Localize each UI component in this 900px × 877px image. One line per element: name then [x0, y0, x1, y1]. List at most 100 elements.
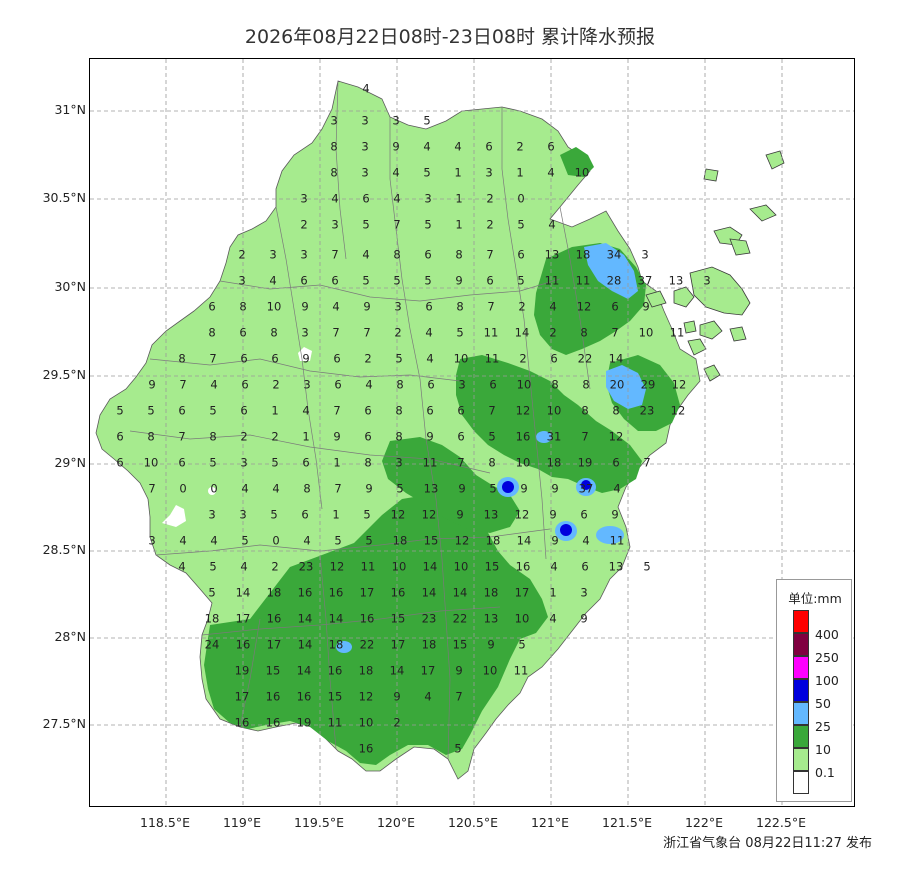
issuer-footer: 浙江省气象台 08月22日11:27 发布 — [663, 836, 872, 851]
station-value: 19 — [235, 664, 250, 678]
station-value: 18 — [547, 456, 562, 470]
station-value: 3 — [424, 192, 431, 206]
station-value: 14 — [609, 352, 624, 366]
station-value: 10 — [483, 664, 498, 678]
station-value: 4 — [425, 326, 432, 340]
heavy-rain-hangzhou-bay — [584, 243, 638, 299]
station-value: 6 — [333, 352, 340, 366]
station-value: 1 — [455, 218, 462, 232]
station-value: 10 — [639, 326, 654, 340]
station-value: 7 — [393, 218, 400, 232]
station-value: 3 — [301, 326, 308, 340]
station-values: 43 3 3 58 3 9 4 4 6 2 68 3 4 5 1 3 1 4 103 4 6 4 3 1 2 02 3 5 7 5 1 2 5 4… — [116, 82, 710, 756]
station-value: 14 — [329, 612, 344, 626]
map-frame: 4 3 3 3 5 8 3 9 4 4 6 2 6 8 3 4 5 1 3 1 4 10 3 4 6 4 3 1 2 0 2 3 5 7 5 1 2 5 4… — [89, 58, 855, 807]
station-value: 9 — [301, 300, 308, 314]
station-value: 5 — [395, 352, 402, 366]
station-value: 6 — [362, 192, 369, 206]
station-value: 3 — [300, 192, 307, 206]
station-value: 2 — [519, 352, 526, 366]
station-value: 9 — [148, 378, 155, 392]
station-value: 2 — [549, 326, 556, 340]
station-value: 4 — [454, 140, 461, 154]
station-value: 9 — [302, 352, 309, 366]
station-value: 28 — [607, 274, 622, 288]
station-value: 11 — [576, 274, 591, 288]
legend-swatch-0-1 — [793, 748, 809, 771]
station-value: 9 — [455, 274, 462, 288]
station-value: 16 — [266, 690, 281, 704]
station-value: 4 — [331, 192, 338, 206]
station-value: 1 — [454, 166, 461, 180]
station-value: 6 — [611, 300, 618, 314]
station-value: 8 — [303, 482, 310, 496]
station-value: 8 — [456, 300, 463, 314]
station-value: 9 — [392, 140, 399, 154]
station-value: 5 — [456, 326, 463, 340]
station-value: 18 — [205, 612, 220, 626]
station-value: 10 — [575, 166, 590, 180]
station-value: 4 — [179, 534, 186, 548]
station-value: 17 — [236, 612, 251, 626]
lon-label-119: 119°E — [222, 815, 261, 830]
station-value: 3 — [148, 534, 155, 548]
station-value: 4 — [424, 690, 431, 704]
station-value: 5 — [393, 274, 400, 288]
legend-swatch-25 — [793, 702, 809, 725]
station-value: 9 — [455, 664, 462, 678]
station-value: 0 — [272, 534, 279, 548]
station-value: 18 — [576, 248, 591, 262]
station-value: 5 — [454, 742, 461, 756]
station-value: 6 — [550, 352, 557, 366]
station-value: 12 — [422, 508, 437, 522]
station-value: 12 — [671, 404, 686, 418]
station-value: 1 — [549, 586, 556, 600]
station-value: 7 — [331, 248, 338, 262]
station-value: 9 — [520, 482, 527, 496]
station-value: 6 — [334, 378, 341, 392]
station-value: 6 — [580, 508, 587, 522]
station-value: 2 — [271, 560, 278, 574]
station-value: 16 — [359, 742, 374, 756]
station-value: 10 — [144, 456, 159, 470]
station-value: 14 — [298, 612, 313, 626]
station-value: 15 — [328, 690, 343, 704]
station-value: 5 — [147, 404, 154, 418]
moderate-rain-south — [204, 495, 548, 765]
station-value: 6 — [427, 378, 434, 392]
station-value: 20 — [610, 378, 625, 392]
station-value: 6 — [241, 378, 248, 392]
station-value: 14 — [298, 638, 313, 652]
station-value: 12 — [455, 534, 470, 548]
station-value: 6 — [116, 456, 123, 470]
station-value: 4 — [365, 378, 372, 392]
station-value: 2 — [393, 716, 400, 730]
station-value: 5 — [423, 166, 430, 180]
station-value: 6 — [425, 300, 432, 314]
station-value: 6 — [301, 508, 308, 522]
station-value: 5 — [517, 274, 524, 288]
station-value: 14 — [236, 586, 251, 600]
lon-label-118-5: 118.5°E — [140, 815, 190, 830]
legend-title: 单位:mm — [788, 591, 842, 606]
station-value: 6 — [364, 430, 371, 444]
lat-label-30: 30°N — [54, 279, 86, 294]
station-value: 8 — [393, 248, 400, 262]
storm-rain-spot-2 — [581, 480, 591, 490]
station-value: 4 — [613, 482, 620, 496]
station-value: 9 — [333, 430, 340, 444]
station-value: 9 — [393, 690, 400, 704]
station-value: 4 — [548, 218, 555, 232]
station-value: 8 — [551, 378, 558, 392]
lon-label-121: 121°E — [530, 815, 569, 830]
station-value: 2 — [272, 378, 279, 392]
station-value: 10 — [392, 560, 407, 574]
station-value: 14 — [422, 586, 437, 600]
station-value: 15 — [424, 534, 439, 548]
station-value: 2 — [300, 218, 307, 232]
station-value: 9 — [551, 534, 558, 548]
station-value: 15 — [453, 638, 468, 652]
station-value: 8 — [488, 456, 495, 470]
station-value: 9 — [611, 508, 618, 522]
station-value: 6 — [486, 274, 493, 288]
